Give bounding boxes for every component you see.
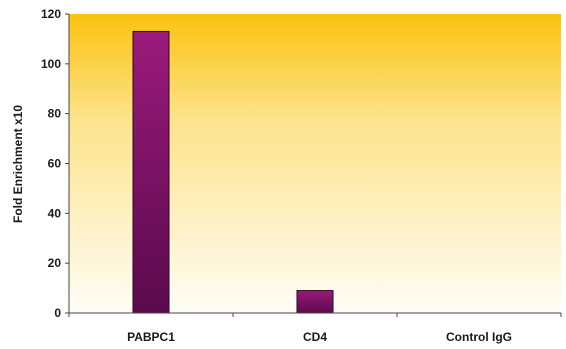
bars-group — [132, 30, 334, 314]
x-category-label: Control IgG — [446, 330, 512, 344]
x-category-label: CD4 — [303, 330, 327, 344]
bar-cd4 — [296, 290, 334, 314]
y-tick-label: 20 — [48, 256, 62, 270]
y-tick-label: 0 — [54, 306, 61, 320]
x-ticks-group: PABPC1 CD4 Control IgG — [68, 313, 562, 344]
y-ticks-group: 0 20 40 60 80 100 120 — [41, 7, 69, 320]
y-tick-label: 100 — [41, 57, 61, 71]
bar-pabpc1 — [132, 30, 170, 314]
y-tick-label: 80 — [48, 107, 62, 121]
y-tick-label: 40 — [48, 206, 62, 220]
x-category-label: PABPC1 — [127, 330, 175, 344]
y-tick-label: 120 — [41, 7, 61, 21]
y-axis-title: Fold Enrichment x10 — [11, 105, 25, 223]
y-tick-label: 60 — [48, 157, 62, 171]
